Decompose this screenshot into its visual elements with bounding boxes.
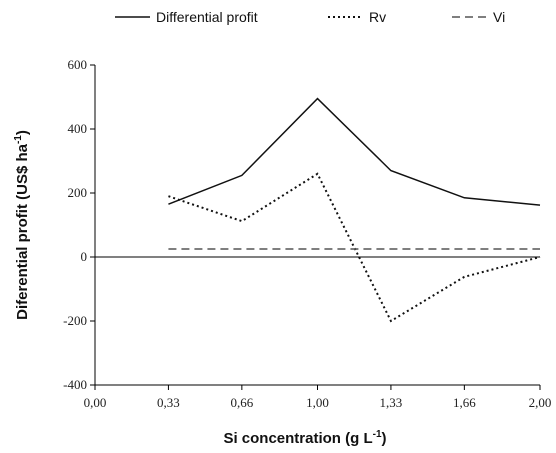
x-axis-label: Si concentration (g L-1) [223, 429, 386, 447]
legend-label: Rv [369, 9, 386, 25]
y-tick-label: -400 [63, 377, 87, 392]
legend-label: Vi [493, 9, 505, 25]
y-axis-label-sup: -1 [13, 135, 24, 144]
x-tick-label: 2,00 [529, 395, 552, 410]
x-tick-label: 0,66 [230, 395, 253, 410]
y-axis-label-end: ) [14, 130, 31, 135]
x-tick-label: 0,00 [84, 395, 107, 410]
y-tick-label: 400 [68, 121, 88, 136]
y-tick-label: 200 [68, 185, 88, 200]
x-tick-label: 1,00 [306, 395, 329, 410]
x-tick-label: 1,33 [380, 395, 403, 410]
y-tick-label: 600 [68, 57, 88, 72]
x-axis-label-text: Si concentration (g L [223, 430, 372, 447]
legend-label: Differential profit [156, 9, 258, 25]
y-axis-label: Diferential profit (US$ ha-1) [13, 130, 31, 320]
y-tick-label: 0 [81, 249, 88, 264]
x-tick-label: 0,33 [157, 395, 180, 410]
x-axis-label-end: ) [382, 430, 387, 447]
y-tick-label: -200 [63, 313, 87, 328]
series-line [168, 97, 541, 206]
y-axis-label-text: Diferential profit (US$ ha [14, 143, 31, 320]
x-axis-label-sup: -1 [373, 429, 382, 440]
x-tick-label: 1,66 [453, 395, 476, 410]
series-line [168, 172, 541, 323]
